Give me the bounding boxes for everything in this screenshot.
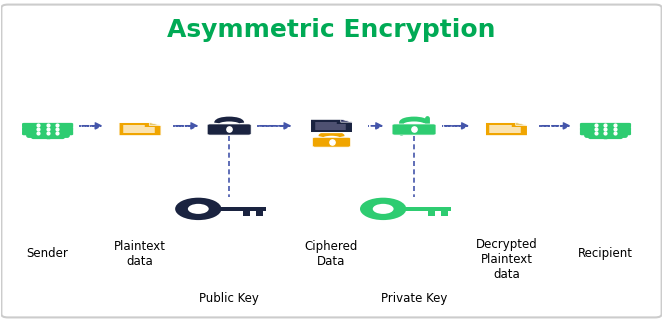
Circle shape (188, 204, 209, 214)
Text: Recipient: Recipient (578, 247, 633, 260)
FancyBboxPatch shape (312, 137, 351, 147)
Bar (243, 211, 250, 216)
Text: Plaintext
data: Plaintext data (114, 240, 166, 268)
Bar (256, 211, 263, 216)
Bar (441, 211, 448, 216)
Circle shape (175, 198, 221, 220)
Bar (206, 207, 266, 211)
FancyBboxPatch shape (580, 123, 631, 128)
FancyBboxPatch shape (22, 130, 73, 135)
Polygon shape (516, 122, 528, 125)
Polygon shape (310, 119, 353, 133)
Polygon shape (119, 122, 161, 136)
Circle shape (360, 198, 406, 220)
FancyBboxPatch shape (1, 5, 662, 317)
Bar (390, 207, 450, 211)
Polygon shape (341, 119, 353, 122)
Bar (330, 142, 333, 145)
FancyBboxPatch shape (392, 124, 436, 135)
FancyBboxPatch shape (580, 127, 631, 131)
Bar (428, 211, 435, 216)
FancyBboxPatch shape (22, 123, 73, 128)
FancyBboxPatch shape (22, 127, 73, 131)
Polygon shape (485, 122, 528, 136)
Text: Asymmetric Encryption: Asymmetric Encryption (167, 18, 496, 42)
FancyBboxPatch shape (208, 124, 251, 135)
FancyBboxPatch shape (580, 130, 631, 135)
Text: Ciphered
Data: Ciphered Data (305, 240, 358, 268)
Text: Decrypted
Plaintext
data: Decrypted Plaintext data (475, 239, 537, 281)
Text: Public Key: Public Key (199, 292, 259, 305)
Bar (227, 129, 231, 132)
Polygon shape (149, 122, 161, 125)
Text: Sender: Sender (27, 247, 68, 260)
Circle shape (373, 204, 394, 214)
Text: Private Key: Private Key (381, 292, 448, 305)
Bar (412, 129, 416, 132)
